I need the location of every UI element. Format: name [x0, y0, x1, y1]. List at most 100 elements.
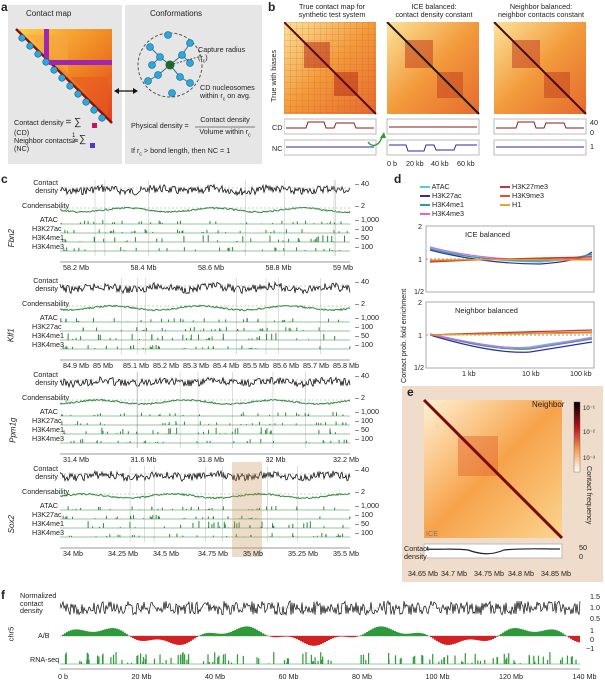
c-right-tick: – 40 — [355, 179, 369, 188]
f-rnaseq-label: RNA-seq — [30, 655, 60, 664]
c-right-tick: – 100 — [355, 242, 373, 251]
legend-h1: H1 — [500, 201, 521, 209]
c-right-tick: – 100 — [355, 340, 373, 349]
c-right-tick: – 2 — [355, 393, 365, 402]
c-x-tick: 84.9 Mb — [63, 361, 89, 370]
f-r2-tick-1: 1 — [590, 626, 594, 635]
c-x-tick: 35.25 Mb — [288, 549, 318, 558]
gene-label-sox2: Sox2 — [6, 515, 16, 534]
panel-c-tracks — [59, 180, 351, 557]
c-x-tick: 31.8 Mb — [198, 455, 224, 464]
panel-d-letter: d — [394, 172, 402, 186]
c-row-label: ATAC — [39, 407, 58, 416]
c-row-label: H3K4me1 — [32, 425, 64, 434]
cd-row-label: CD — [272, 123, 283, 132]
c-x-tick: 85.5 Mb — [243, 361, 269, 370]
c-right-tick: – 40 — [355, 465, 369, 474]
panel-e-letter: e — [407, 385, 414, 399]
neighbor-corner-label: Neighbor — [532, 400, 565, 409]
c-x-tick: 85.1 Mb — [123, 361, 149, 370]
c-x-tick: 58.4 Mb — [130, 263, 157, 272]
c-row-label: Condensability — [22, 299, 70, 308]
heatmap-ice — [386, 22, 480, 115]
neighbor-balanced-title: Neighbor balanced — [455, 306, 518, 315]
e-xtick-1: 34.7 Mb — [441, 569, 467, 578]
e-xtick-0: 34.65 Mb — [408, 569, 438, 578]
cd-tick-0: 0 — [590, 128, 594, 137]
c-row-label: H3K4me3 — [32, 528, 64, 537]
c-right-tick: – 2 — [355, 201, 365, 210]
c-row-label: H3K27ac — [32, 224, 62, 233]
c-row-label: ATAC — [39, 313, 58, 322]
e-xtick-4: 34.85 Mb — [541, 569, 571, 578]
legend-h3k9me3: H3K9me3 — [500, 192, 544, 200]
panel-b-letter: b — [268, 0, 276, 14]
physical-density-denominator: Volume within rc — [199, 127, 251, 139]
b-x-tick-3: 60 kb — [457, 159, 475, 168]
c-x-tick: 31.6 Mb — [130, 455, 157, 464]
panel-b-title-1: True contact map for synthetic test syste… — [298, 2, 366, 19]
d-ytick-2a: 2 — [418, 222, 422, 231]
b-x-tick-2: 40 kb — [431, 159, 449, 168]
d-ytick-2b: 2 — [418, 298, 422, 307]
e-contact-density-label: Contact density — [404, 544, 429, 561]
e-xtick-2: 34.75 Mb — [474, 569, 504, 578]
e-cd-tick-50: 50 — [579, 543, 587, 552]
heatmap-neighbor — [493, 22, 587, 115]
c-x-tick: 32 Mb — [265, 455, 286, 464]
c-row-label: Contact density — [33, 276, 58, 293]
legend-atac: ATAC — [420, 183, 450, 191]
c-x-tick: 85.8 Mb — [333, 361, 359, 370]
c-right-tick: – 40 — [355, 277, 369, 286]
c-right-tick: – 100 — [355, 434, 373, 443]
colorbar-label: Contact frequency — [585, 466, 594, 525]
c-row-label: Condensability — [22, 393, 70, 402]
contact-map-title: Contact map — [26, 9, 72, 18]
f-x-tick: 100 Mb — [425, 672, 450, 681]
panel-a-letter: a — [1, 0, 8, 14]
panel-d-plots — [425, 225, 595, 369]
c-x-tick: 58.6 Mb — [198, 263, 224, 272]
conformations-title: Conformations — [150, 9, 203, 18]
nc-square — [90, 143, 95, 148]
b-x-tick-0: 0 b — [387, 159, 397, 168]
panel-b-tracks — [284, 118, 587, 156]
c-right-tick: – 50 — [355, 233, 369, 242]
legend-h3k27ac: H3K27ac — [420, 192, 462, 200]
c-right-tick: – 2 — [355, 487, 365, 496]
true-with-biases-label: True with biases — [269, 49, 278, 102]
c-row-label: H3K27ac — [32, 510, 62, 519]
f-x-tick: 60 Mb — [278, 672, 299, 681]
cd-nucleosomes-label: CD nucleosomes within rc on avg. — [200, 83, 255, 102]
legend-h3k27me3: H3K27me3 — [500, 183, 548, 191]
panel-a-graphics — [15, 28, 255, 148]
c-row-label: H3K27ac — [32, 322, 62, 331]
c-x-tick: 85.6 Mb — [273, 361, 299, 370]
f-norm-cd-label: Normalized contact density — [20, 591, 57, 616]
f-r2-tick-2: 0 — [590, 635, 594, 644]
e-xtick-3: 34.8 Mb — [508, 569, 534, 578]
c-x-tick: 85.3 Mb — [183, 361, 209, 370]
panel-f-tracks — [60, 600, 581, 670]
f-r2-tick-3: −1 — [586, 644, 595, 653]
c-x-tick: 85.4 Mb — [213, 361, 239, 370]
c-row-label: H3K4me3 — [32, 242, 64, 251]
c-right-tick: – 2 — [355, 299, 365, 308]
f-x-tick: 80 Mb — [352, 672, 372, 681]
c-row-label: H3K4me1 — [32, 331, 64, 340]
colorbar-tick-1: 10⁻¹ — [583, 406, 595, 412]
c-right-tick: – 50 — [355, 425, 369, 434]
heatmap-true — [284, 22, 377, 115]
c-x-tick: 34 Mb — [63, 549, 83, 558]
c-x-tick: 35 Mb — [243, 549, 263, 558]
colorbar-tick-3: 10⁻³ — [583, 456, 595, 462]
b-x-tick-1: 20 kb — [406, 159, 424, 168]
d-ytick-1b: 1 — [418, 331, 422, 340]
gene-label-klf1: Klf1 — [6, 328, 16, 343]
panel-f-letter: f — [1, 588, 5, 602]
c-x-tick: 85 Mb — [93, 361, 113, 370]
c-right-tick: – 50 — [355, 519, 369, 528]
c-row-label: H3K4me3 — [32, 434, 64, 443]
c-row-label: Contact density — [33, 370, 58, 387]
